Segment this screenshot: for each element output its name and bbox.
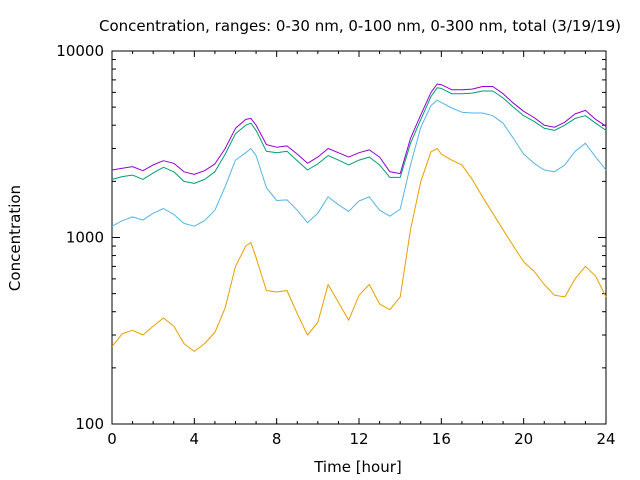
chart-title: Concentration, ranges: 0-30 nm, 0-100 nm…	[99, 17, 621, 35]
y-tick-label: 10000	[56, 42, 104, 60]
x-tick-label: 20	[514, 430, 533, 448]
series-line-1	[111, 148, 607, 352]
x-axis-label: Time [hour]	[313, 458, 402, 476]
x-tick-label: 8	[272, 430, 282, 448]
x-tick-label: 12	[349, 430, 368, 448]
axis-ticks: 0 4 8 12 16 20 24 100 1000 10000	[56, 42, 615, 448]
series-line-2	[111, 99, 607, 227]
y-tick-label: 100	[75, 415, 104, 433]
series-line-4	[111, 83, 607, 175]
x-tick-label: 0	[107, 430, 117, 448]
x-tick-label: 16	[432, 430, 451, 448]
x-tick-label: 24	[596, 430, 615, 448]
series-line-3	[111, 87, 607, 184]
x-tick-label: 4	[190, 430, 200, 448]
y-axis-label: Concentration	[6, 185, 24, 291]
series-layer	[111, 83, 607, 352]
y-tick-label: 1000	[66, 229, 104, 247]
plot-frame	[111, 50, 607, 425]
